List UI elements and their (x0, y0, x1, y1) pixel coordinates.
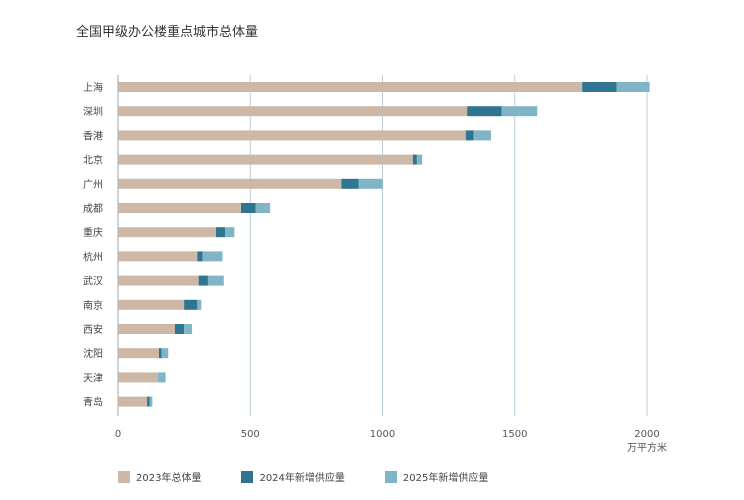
bar-5-series-3 (358, 178, 383, 189)
bar-1-series-2 (582, 82, 617, 92)
legend-item-2: 2024年新增供应量 (241, 469, 345, 484)
category-label-1: 上海 (83, 81, 103, 94)
bar-13-series-3 (157, 372, 166, 383)
bar-12-series-1 (118, 348, 159, 359)
legend-swatch-1 (118, 470, 130, 483)
x-unit-label: 万平方米 (627, 441, 667, 454)
bar-8-series-3 (202, 251, 223, 262)
bar-10-series-2 (184, 299, 198, 310)
bar-3-series-1 (118, 130, 466, 141)
bar-13-series-1 (118, 372, 158, 383)
bar-1-series-3 (616, 82, 650, 92)
bar-8-series-1 (118, 251, 198, 262)
category-label-7: 重庆 (83, 226, 103, 239)
bar-4-series-3 (416, 154, 423, 165)
bar-4-series-2 (412, 154, 417, 165)
bar-11-series-2 (174, 324, 185, 334)
x-tick-label-500: 500 (241, 429, 260, 440)
legend-swatch-3 (384, 470, 397, 483)
bar-11-series-3 (184, 324, 193, 334)
bar-12-series-2 (158, 348, 162, 359)
bar-9-series-3 (207, 275, 224, 286)
bar-6-series-2 (240, 203, 256, 213)
x-tick-label-1500: 1500 (502, 429, 527, 440)
category-label-11: 西安 (83, 323, 103, 336)
bar-10-series-1 (118, 299, 185, 310)
legend-item-1: 2023年总体量 (118, 469, 201, 484)
category-label-4: 北京 (83, 154, 103, 167)
bar-7-series-3 (225, 227, 235, 238)
category-label-12: 沈阳 (83, 347, 103, 360)
bar-4-series-1 (118, 154, 413, 165)
bar-14-series-3 (149, 396, 153, 407)
category-label-14: 青岛 (83, 396, 103, 409)
chart-title: 全国甲级办公楼重点城市总体量 (76, 25, 259, 40)
category-label-9: 武汉 (83, 275, 103, 288)
bar-11-series-1 (118, 324, 175, 334)
legend-label-1: 2023年总体量 (136, 473, 202, 484)
bar-9-series-2 (198, 275, 208, 286)
chart-legend: 2023年总体量 2024年新增供应量 2025年新增供应量 (118, 469, 528, 484)
bar-3-series-2 (465, 130, 474, 141)
category-label-10: 南京 (83, 299, 103, 312)
bar-14-series-1 (118, 396, 148, 407)
bar-7-series-1 (118, 227, 216, 238)
category-label-6: 成都 (83, 203, 103, 215)
category-label-13: 天津 (83, 372, 103, 384)
x-tick-label-1000: 1000 (370, 429, 395, 440)
category-label-2: 深圳 (83, 106, 103, 118)
bar-8-series-2 (197, 251, 203, 262)
category-label-5: 广州 (83, 179, 103, 191)
bar-2-series-3 (501, 106, 538, 117)
bar-5-series-1 (118, 178, 342, 189)
bar-1-series-1 (118, 82, 583, 92)
bar-2-series-2 (467, 106, 502, 117)
bar-12-series-3 (161, 348, 169, 359)
category-label-3: 香港 (83, 130, 103, 142)
legend-label-2: 2024年新增供应量 (259, 473, 345, 484)
x-tick-label-0: 0 (115, 429, 121, 440)
bar-5-series-2 (341, 178, 359, 189)
x-tick-label-2000: 2000 (634, 429, 659, 440)
category-label-8: 杭州 (83, 250, 103, 263)
bar-9-series-1 (118, 275, 199, 286)
bar-14-series-2 (147, 396, 150, 407)
bar-10-series-3 (197, 299, 202, 310)
bar-6-series-1 (118, 203, 241, 213)
legend-swatch-2 (241, 470, 254, 483)
legend-item-3: 2025年新增供应量 (384, 469, 489, 484)
bar-7-series-2 (215, 227, 226, 238)
legend-label-3: 2025年新增供应量 (402, 473, 489, 484)
bar-6-series-3 (255, 203, 271, 213)
bar-3-series-3 (473, 130, 491, 141)
bar-2-series-1 (118, 106, 468, 117)
